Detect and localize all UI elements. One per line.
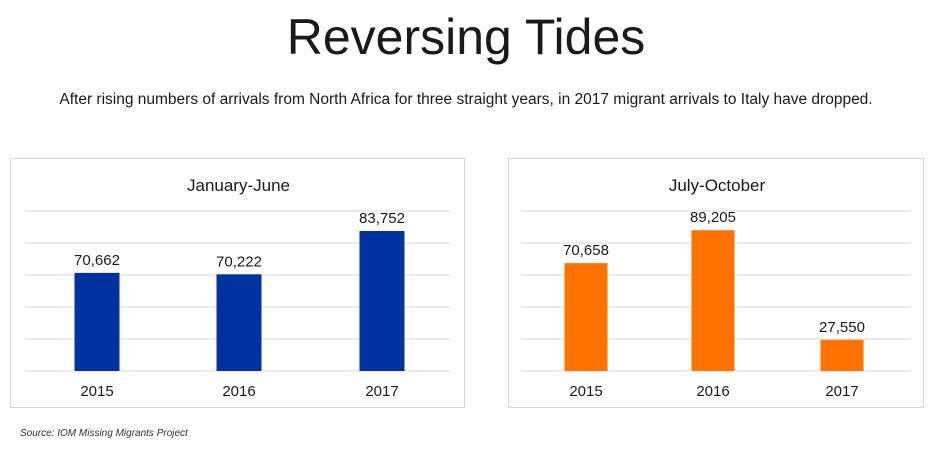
x-tick-label: 2016: [696, 383, 729, 400]
data-label: 70,662: [74, 252, 120, 269]
chart-january-june: January-June 70,662 2015 70,222 2016 83,752 20…: [25, 176, 449, 400]
data-label: 70,222: [216, 253, 262, 270]
data-label: 83,752: [359, 210, 405, 227]
bar-july-october-2017: [820, 339, 864, 371]
bar-january-june-2015: [74, 272, 120, 371]
source-note: Source: IOM Missing Migrants Project: [20, 428, 188, 439]
bar-july-october-2016: [691, 230, 735, 371]
data-label: 70,658: [563, 242, 609, 259]
chart-panel-january-june: January-June 70,662 2015 70,222 2016 83,752 20…: [10, 158, 465, 408]
x-tick-label: 2015: [569, 383, 602, 400]
data-label: 89,205: [690, 209, 736, 226]
chart-title: July-October: [669, 176, 766, 195]
x-tick-label: 2017: [365, 383, 398, 400]
chart-july-october: July-October 70,658 2015 89,205 2016 27,550 20…: [521, 176, 911, 400]
x-tick-label: 2015: [80, 383, 113, 400]
page-title: Reversing Tides: [286, 9, 646, 65]
x-tick-label: 2017: [825, 383, 858, 400]
bar-january-june-2016: [216, 274, 262, 371]
chart-title: January-June: [187, 176, 290, 195]
data-label: 27,550: [819, 319, 865, 336]
bar-january-june-2017: [359, 230, 405, 371]
bar-july-october-2015: [564, 263, 608, 371]
page-subtitle: After rising numbers of arrivals from No…: [59, 91, 873, 108]
x-tick-label: 2016: [222, 383, 255, 400]
chart-panel-july-october: July-October 70,658 2015 89,205 2016 27,550 20…: [508, 158, 924, 408]
